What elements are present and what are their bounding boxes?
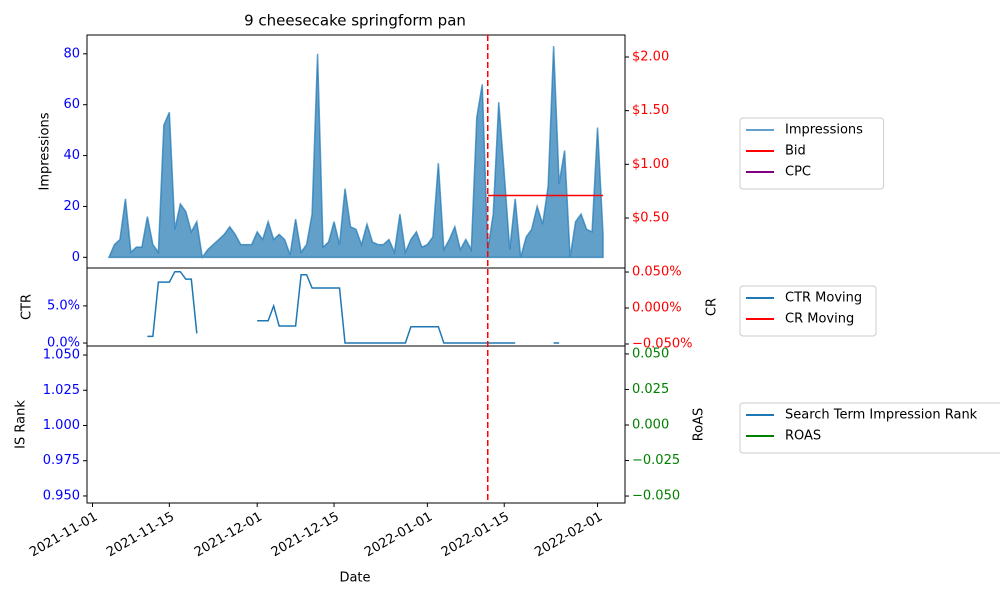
y2-tick-label: −0.025 <box>632 453 680 468</box>
legend: CTR Moving CR Moving <box>739 285 877 337</box>
legend-box <box>739 117 885 190</box>
axes-frame <box>86 267 626 347</box>
y-tick-label: 0 <box>72 250 80 265</box>
y-axis-label: Impressions <box>38 112 53 190</box>
legend: Search Term Impression Rank ROAS <box>739 402 1000 454</box>
y-tick-label: 1.025 <box>43 383 80 398</box>
y2-tick-label: −0.050% <box>632 336 692 351</box>
y2-tick-label: $1.00 <box>632 157 669 172</box>
y2-tick-label: 0.050% <box>632 265 682 280</box>
y2-tick-label: $0.50 <box>632 210 669 225</box>
chart-title: 9 cheesecake springform pan <box>244 12 466 30</box>
x-tick-label: 2022-01-15 <box>439 510 512 561</box>
y2-tick-label: 0.000 <box>632 417 669 432</box>
y2-axis-label: CR <box>705 298 720 316</box>
legend-label: Impressions <box>785 123 863 138</box>
line <box>147 270 560 344</box>
y2-tick-label: 0.000% <box>632 301 682 316</box>
x-tick-label: 2021-11-01 <box>27 510 100 561</box>
y-tick-label: 40 <box>63 148 80 163</box>
y-tick-label: 0.0% <box>47 336 80 351</box>
y2-tick-label: $1.50 <box>632 103 669 118</box>
legend-label: Search Term Impression Rank <box>785 408 978 423</box>
x-tick-label: 2021-12-15 <box>269 510 342 561</box>
x-tick-label: 2022-02-01 <box>532 510 605 561</box>
legend: Impressions Bid CPC <box>739 117 885 190</box>
y2-tick-label: −0.050 <box>632 489 680 504</box>
y-tick-label: 0.950 <box>43 488 80 503</box>
legend-label: CTR Moving <box>785 291 862 306</box>
legend-box <box>739 402 1000 454</box>
axes-frame <box>86 345 626 504</box>
legend-label: CPC <box>785 165 811 180</box>
y2-tick-label: $2.00 <box>632 50 669 65</box>
y-tick-label: 1.000 <box>43 418 80 433</box>
x-tick-label: 2021-11-15 <box>104 510 177 561</box>
legend-label: ROAS <box>785 429 821 444</box>
x-tick-label: 2021-12-01 <box>192 510 265 561</box>
legend-label: CR Moving <box>785 312 854 327</box>
legend-label: Bid <box>785 144 806 159</box>
area <box>107 46 604 260</box>
y-tick-label: 1.050 <box>43 348 80 363</box>
y-tick-label: 5.0% <box>47 298 80 313</box>
y-tick-label: 20 <box>63 199 80 214</box>
y-tick-label: 0.975 <box>43 453 80 468</box>
y2-tick-label: 0.050 <box>632 346 669 361</box>
y-tick-label: 80 <box>63 46 80 61</box>
y2-axis-label: RoAS <box>692 408 707 442</box>
y-tick-label: 60 <box>63 97 80 112</box>
x-tick-label: 2022-01-01 <box>362 510 435 561</box>
y-axis-label: CTR <box>20 294 35 320</box>
y2-tick-label: 0.025 <box>632 382 669 397</box>
x-axis-label: Date <box>339 571 370 586</box>
y-axis-label: IS Rank <box>14 400 29 449</box>
